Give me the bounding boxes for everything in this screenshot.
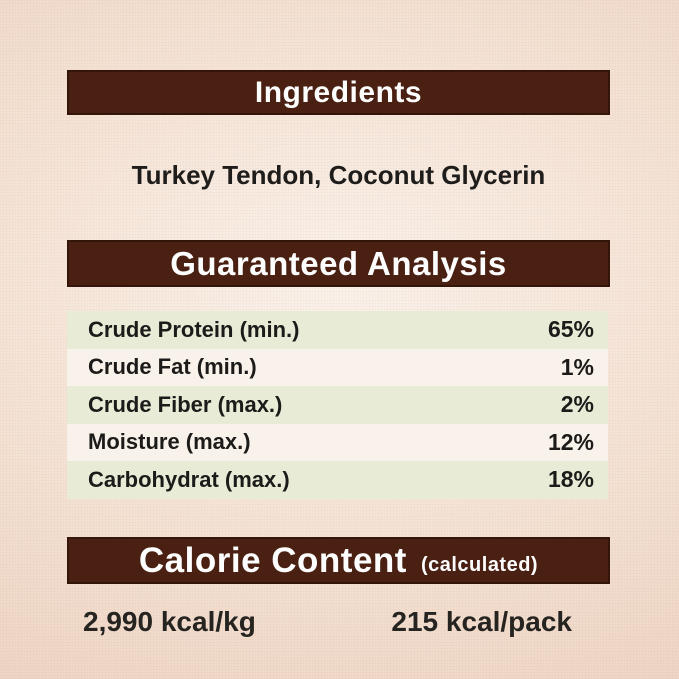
nutrient-label: Moisture (max.)	[88, 429, 251, 455]
nutrient-value: 65%	[547, 316, 594, 343]
nutrient-label: Crude Fat (min.)	[88, 354, 257, 380]
nutrient-label: Carbohydrat (max.)	[88, 466, 290, 492]
table-row: Crude Fiber (max.) 2%	[67, 386, 608, 424]
nutrient-label: Crude Fiber (max.)	[88, 391, 283, 417]
calorie-values-row: 2,990 kcal/kg 215 kcal/pack	[67, 606, 610, 638]
ingredients-list: Turkey Tendon, Coconut Glycerin	[131, 160, 546, 190]
calorie-content-title: Calorie Content	[138, 540, 407, 580]
ingredients-header-bar: Ingredients	[67, 70, 610, 115]
nutrient-value: 1%	[560, 353, 594, 380]
guaranteed-analysis-header-bar: Guaranteed Analysis	[67, 240, 610, 287]
nutrient-value: 2%	[560, 391, 594, 418]
table-row: Crude Protein (min.) 65%	[67, 311, 608, 349]
guaranteed-analysis-title: Guaranteed Analysis	[170, 244, 507, 282]
nutrient-value: 12%	[547, 428, 594, 455]
table-row: Moisture (max.) 12%	[67, 423, 608, 461]
nutrient-value: 18%	[547, 466, 594, 493]
nutrient-label: Crude Protein (min.)	[88, 316, 300, 342]
kcal-per-pack: 215 kcal/pack	[391, 606, 572, 637]
calorie-content-header-bar: Calorie Content (calculated)	[67, 537, 610, 584]
kcal-per-kg: 2,990 kcal/kg	[83, 606, 256, 637]
table-row: Carbohydrat (max.) 18%	[67, 461, 608, 499]
guaranteed-analysis-table: Crude Protein (min.) 65% Crude Fat (min.…	[67, 311, 608, 499]
table-row: Crude Fat (min.) 1%	[67, 348, 608, 386]
calorie-content-qualifier: (calculated)	[420, 554, 539, 576]
ingredients-title: Ingredients	[254, 75, 423, 109]
